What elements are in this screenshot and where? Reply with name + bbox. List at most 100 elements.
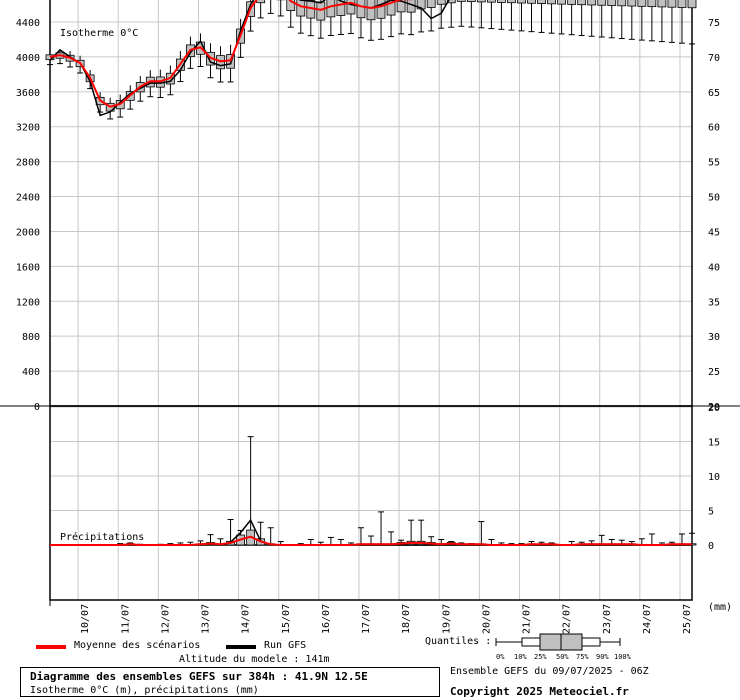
- precip-frame: [49, 405, 693, 601]
- precip-ytick: 20: [708, 403, 720, 414]
- isotherm-box: [406, 0, 416, 13]
- isotherm-ytick-left: 800: [22, 332, 40, 343]
- isotherm-box: [517, 0, 526, 4]
- chart-subtitle: Isotherme 0°C (m), précipitations (mm): [30, 685, 259, 696]
- quantile-tick: 10%: [514, 653, 527, 661]
- quantile-tick: 100%: [614, 653, 631, 661]
- isotherm-box: [426, 0, 436, 8]
- isotherm-ytick-right: 55: [708, 158, 720, 169]
- isotherm-panel-label: Isotherme 0°C: [60, 28, 138, 39]
- x-tick-label: 10/07: [80, 604, 91, 634]
- isotherm-box: [657, 0, 667, 8]
- precip-ytick: 0: [708, 541, 714, 552]
- isotherm-ytick-right: 65: [708, 88, 720, 99]
- isotherm-box: [567, 0, 577, 5]
- x-tick-label: 19/07: [441, 604, 452, 634]
- quantile-tick: 50%: [556, 653, 569, 661]
- isotherm-box: [366, 0, 376, 21]
- quantile-tick: 0%: [496, 653, 505, 661]
- isotherm-ytick-left: 4400: [16, 18, 40, 29]
- isotherm-box: [537, 0, 546, 4]
- isotherm-ytick-left: 1600: [16, 262, 40, 273]
- isotherm-ytick-right: 45: [708, 227, 720, 238]
- mean-legend-label: Moyenne des scénarios: [74, 640, 201, 651]
- chart-title: Diagramme des ensembles GEFS sur 384h : …: [30, 670, 368, 683]
- isotherm-box: [316, 1, 326, 21]
- isotherm-box: [456, 0, 466, 2]
- isotherm-box: [667, 0, 677, 8]
- run-legend-label: Run GFS: [264, 640, 307, 651]
- isotherm-ytick-left: 3200: [16, 123, 40, 134]
- isotherm-box: [486, 0, 496, 3]
- isotherm-box: [497, 0, 506, 3]
- isotherm-box: [617, 0, 627, 7]
- isotherm-box: [326, 0, 336, 18]
- isotherm-ytick-left: 2000: [16, 227, 40, 238]
- x-tick-label: 23/07: [602, 604, 613, 634]
- isotherm-box: [446, 0, 456, 4]
- isotherm-ytick-left: 3600: [16, 88, 40, 99]
- isotherm-box: [436, 0, 446, 5]
- isotherm-box: [527, 0, 536, 4]
- quantile-tick: 90%: [596, 653, 609, 661]
- x-tick-label: 25/07: [682, 604, 693, 634]
- x-tick-label: 12/07: [160, 604, 171, 634]
- precip-panel-label: Précipitations: [60, 531, 144, 543]
- isotherm-ytick-right: 20: [708, 402, 720, 413]
- isotherm-ytick-right: 25: [708, 367, 720, 378]
- isotherm-ytick-right: 50: [708, 193, 720, 204]
- series-lines: [49, 0, 692, 546]
- isotherm-mean-line: [49, 0, 413, 108]
- isotherm-ytick-right: 35: [708, 297, 720, 308]
- precip-ytick: 10: [708, 472, 720, 483]
- precip-ytick: 15: [708, 438, 720, 449]
- precip-mean-line: [50, 535, 692, 546]
- info-box: [20, 667, 440, 697]
- isotherm-box: [687, 0, 697, 9]
- quantile-tick: 75%: [576, 653, 589, 661]
- x-tick-label: 22/07: [562, 604, 573, 634]
- x-tick-label: 24/07: [642, 604, 653, 634]
- isotherm-box: [476, 0, 486, 3]
- isotherm-ytick-left: 1200: [16, 297, 40, 308]
- isotherm-box: [587, 0, 597, 6]
- isotherm-box: [577, 0, 587, 6]
- isotherm-frame: [49, 0, 693, 407]
- x-tick-label: 13/07: [201, 604, 212, 634]
- x-tick-label: 18/07: [401, 604, 412, 634]
- precip-grid: [50, 406, 692, 600]
- precip-boxes: [117, 436, 697, 546]
- isotherm-box: [547, 0, 556, 5]
- x-tick-label: 17/07: [361, 604, 372, 634]
- isotherm-box: [677, 0, 687, 8]
- x-tick-label: 15/07: [281, 604, 292, 634]
- x-tick-label: 14/07: [241, 604, 252, 634]
- isotherm-ytick-left: 2800: [16, 158, 40, 169]
- isotherm-ytick-left: 0: [34, 402, 40, 413]
- isotherm-ytick-right: 75: [708, 18, 720, 29]
- copyright: Copyright 2025 Meteociel.fr: [450, 685, 629, 698]
- isotherm-ytick-right: 40: [708, 262, 720, 273]
- ensemble-run: Ensemble GEFS du 09/07/2025 - 06Z: [450, 666, 649, 677]
- isotherm-box: [597, 0, 607, 6]
- x-tick-label: 21/07: [522, 604, 533, 634]
- isotherm-box: [557, 0, 566, 5]
- isotherm-box: [607, 0, 617, 6]
- isotherm-box: [466, 0, 476, 3]
- x-tick-label: 20/07: [481, 604, 492, 634]
- isotherm-ytick-left: 4000: [16, 53, 40, 64]
- isotherm-box: [256, 0, 266, 4]
- isotherm-boxes: [45, 0, 697, 120]
- precip-ytick: 5: [708, 507, 714, 518]
- x-tick-label: 16/07: [321, 604, 332, 634]
- quantile-tick: 25%: [534, 653, 547, 661]
- precip-units-label: (mm): [708, 602, 732, 613]
- run-legend-swatch: [226, 645, 256, 649]
- x-tick-label: 11/07: [120, 604, 131, 634]
- isotherm-axes: [0, 0, 740, 407]
- precip-axes: [49, 405, 693, 606]
- isotherm-ytick-left: 2400: [16, 193, 40, 204]
- isotherm-grid: [50, 0, 692, 406]
- mean-legend-swatch: [36, 645, 66, 649]
